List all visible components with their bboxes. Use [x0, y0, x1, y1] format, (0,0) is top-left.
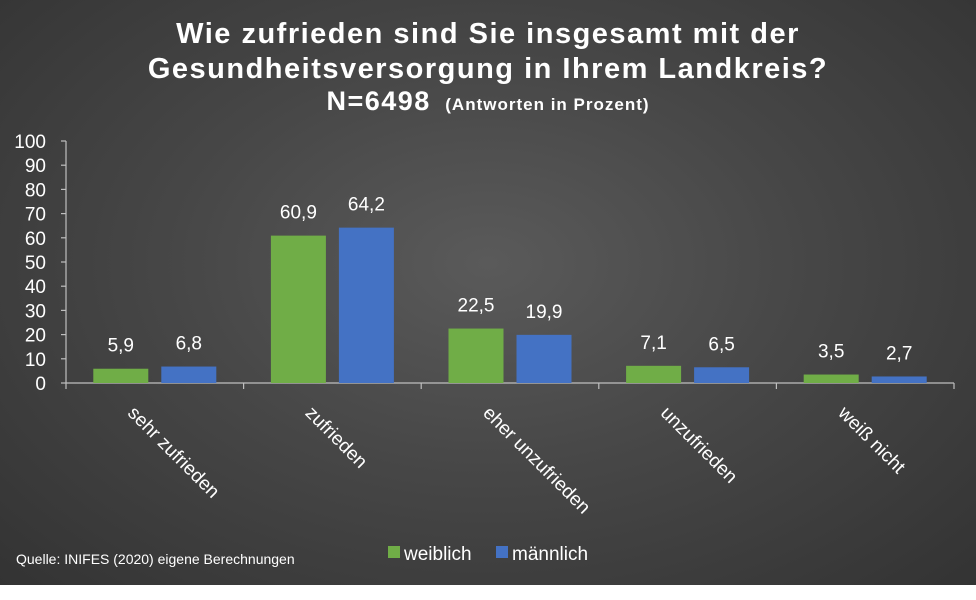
- y-tick-label: 80: [25, 180, 46, 201]
- data-label-maennlich-zufrieden: 64,2: [348, 195, 385, 216]
- bar-weiblich-sehr-zufrieden: [93, 368, 149, 383]
- unit-note: (Antworten in Prozent): [445, 95, 649, 114]
- bar-maennlich-zufrieden: [338, 227, 394, 383]
- y-tick-label: 40: [25, 277, 46, 298]
- bar-maennlich-sehr-zufrieden: [161, 366, 217, 383]
- data-label-weiblich-sehr-zufrieden: 5,9: [108, 336, 134, 357]
- y-tick-label: 50: [25, 253, 46, 274]
- y-tick-label: 30: [25, 301, 46, 322]
- y-tick-label: 70: [25, 205, 46, 226]
- bar-weiblich-unzufrieden: [626, 365, 682, 383]
- category-label-zufrieden: zufrieden: [301, 403, 371, 473]
- legend-swatch-weiblich: [388, 546, 400, 558]
- y-tick-label: 60: [25, 229, 46, 250]
- x-axis: [65, 382, 955, 389]
- bar-weiblich-weiss-nicht: [803, 374, 859, 383]
- bar-chart: Wie zufrieden sind Sie insgesamt mit der…: [14, 18, 955, 567]
- y-tick-label: 20: [25, 326, 46, 347]
- legend-label-weiblich: weiblich: [403, 544, 472, 565]
- category-label-sehr-zufrieden: sehr zufrieden: [123, 403, 223, 503]
- chart-title-line-3: N=6498 (Antworten in Prozent): [326, 86, 649, 116]
- category-labels: sehr zufrieden zufrieden eher unzufrieden u…: [123, 402, 909, 518]
- chart-title-line-2: Gesundheitsversorgung in Ihrem Landkreis…: [148, 53, 828, 85]
- chart-area: Wie zufrieden sind Sie insgesamt mit der…: [0, 0, 976, 585]
- source-note: Quelle: INIFES (2020) eigene Berechnunge…: [16, 551, 295, 567]
- bar-maennlich-unzufrieden: [694, 367, 750, 383]
- category-label-eher-unzufrieden: eher unzufrieden: [478, 403, 594, 519]
- y-tick-label: 100: [14, 132, 46, 153]
- data-labels: 5,9 6,8 60,9 64,2 22,5 19,9 7,1 6,5 3,5 2,7: [108, 195, 913, 365]
- data-label-weiblich-unzufrieden: 7,1: [640, 333, 666, 354]
- category-label-unzufrieden: unzufrieden: [656, 403, 741, 488]
- data-label-maennlich-eher-unzufrieden: 19,9: [526, 302, 563, 323]
- chart-title-line-1: Wie zufrieden sind Sie insgesamt mit der: [176, 18, 800, 50]
- bar-maennlich-weiss-nicht: [871, 376, 927, 383]
- data-label-maennlich-weiss-nicht: 2,7: [886, 343, 912, 364]
- data-label-weiblich-weiss-nicht: 3,5: [818, 342, 844, 363]
- bar-maennlich-eher-unzufrieden: [516, 334, 572, 383]
- legend-label-maennlich: männlich: [512, 544, 588, 565]
- sample-size-label: N=6498: [326, 86, 430, 116]
- bar-weiblich-zufrieden: [270, 235, 326, 383]
- data-label-maennlich-unzufrieden: 6,5: [708, 334, 734, 355]
- y-tick-label: 0: [35, 374, 46, 395]
- y-axis: 0 10 20 30 40 50 60 70 80 90 100: [14, 132, 67, 395]
- bars: [93, 227, 927, 383]
- data-label-weiblich-zufrieden: 60,9: [280, 203, 317, 224]
- bar-weiblich-eher-unzufrieden: [448, 328, 504, 383]
- legend-swatch-maennlich: [496, 546, 508, 558]
- category-label-weiss-nicht: weiß nicht: [833, 402, 910, 479]
- legend: weiblich männlich: [388, 544, 588, 565]
- y-tick-label: 90: [25, 156, 46, 177]
- data-label-weiblich-eher-unzufrieden: 22,5: [458, 296, 495, 317]
- data-label-maennlich-sehr-zufrieden: 6,8: [176, 334, 202, 355]
- y-tick-label: 10: [25, 350, 46, 371]
